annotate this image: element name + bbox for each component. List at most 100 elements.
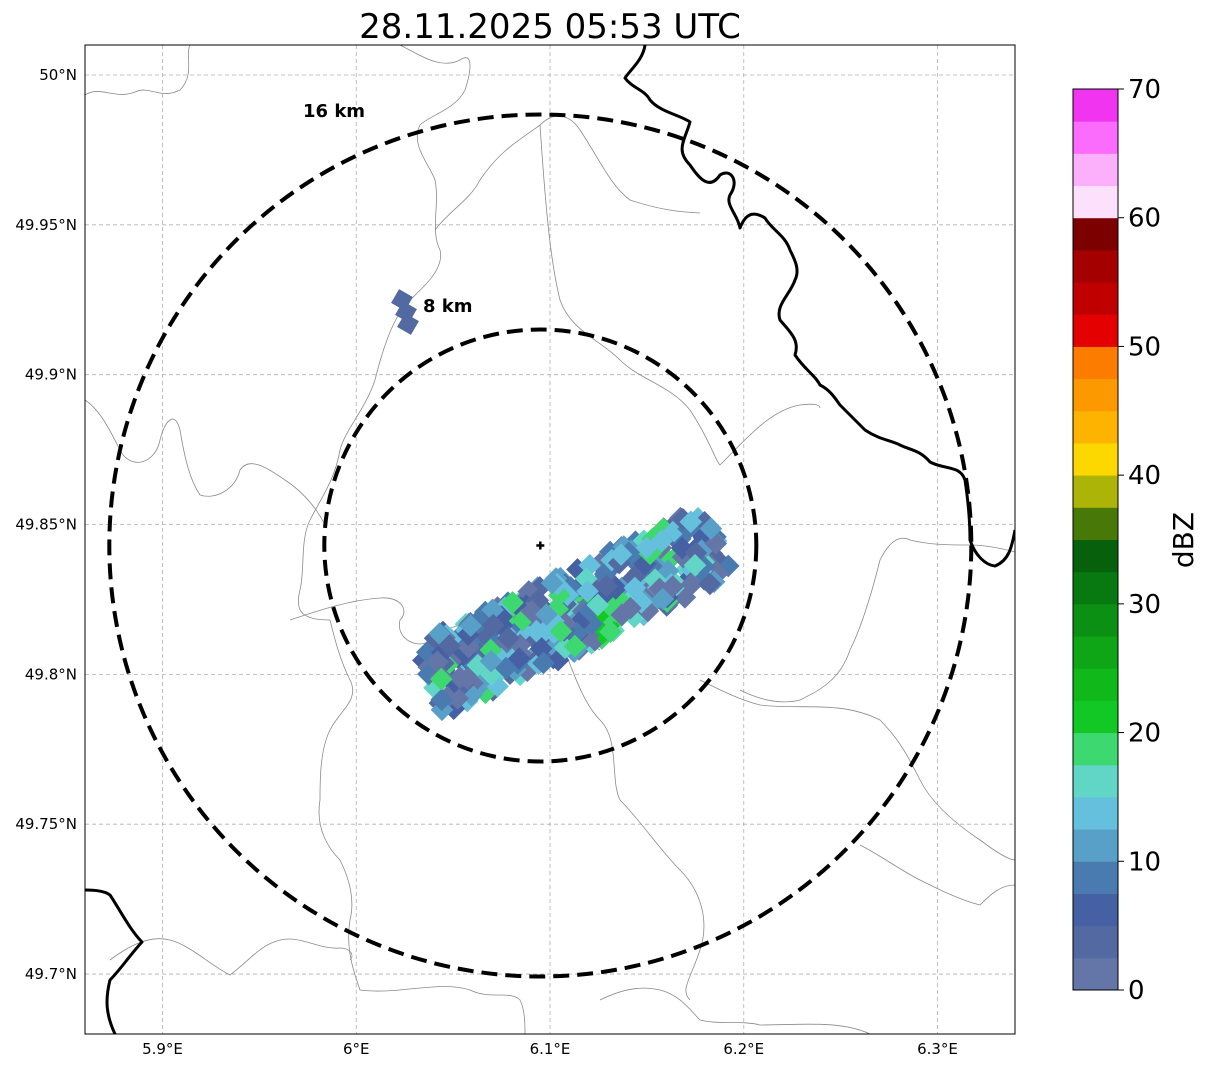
colorbar-swatch bbox=[1073, 700, 1118, 734]
colorbar-ticks: 0 10 20 30 40 50 60 70 bbox=[1118, 75, 1161, 1006]
chart-title: 28.11.2025 05:53 UTC bbox=[359, 7, 741, 47]
echo-cell bbox=[525, 619, 548, 643]
colorbar-swatch bbox=[1073, 603, 1118, 637]
echo-cell bbox=[623, 576, 647, 600]
echo-cell bbox=[679, 510, 703, 534]
border-line-east-low bbox=[739, 559, 881, 703]
national-border-east bbox=[623, 45, 1015, 568]
map-panel bbox=[85, 45, 1015, 1034]
colorbar-swatch bbox=[1073, 314, 1118, 347]
colorbar-swatch bbox=[1073, 829, 1118, 862]
echo-cell bbox=[684, 541, 708, 565]
lat-tick-label: 49.7°N bbox=[25, 965, 77, 983]
colorbar-tick-label: 10 bbox=[1128, 847, 1161, 877]
radar-site-marker bbox=[536, 541, 545, 550]
colorbar-swatch bbox=[1073, 475, 1118, 508]
lat-tick-label: 49.75°N bbox=[15, 815, 77, 833]
echo-cell bbox=[563, 634, 587, 658]
colorbar-swatch bbox=[1073, 764, 1118, 798]
border-line-mid-ridge bbox=[539, 124, 821, 466]
lon-tick-label: 6°E bbox=[343, 1040, 370, 1058]
echo-cell bbox=[683, 553, 707, 577]
latitude-ticks: 50°N 49.95°N 49.9°N 49.85°N 49.8°N 49.75°N 49.… bbox=[15, 66, 77, 983]
colorbar-tick-label: 40 bbox=[1128, 461, 1161, 491]
echo-cell bbox=[430, 688, 453, 712]
lon-tick-label: 6.2°E bbox=[723, 1040, 764, 1058]
border-line-south-belt bbox=[109, 938, 353, 976]
colorbar-swatch bbox=[1073, 378, 1118, 412]
ring-label-16km: 16 km bbox=[303, 101, 365, 122]
echo-cell bbox=[481, 598, 504, 622]
colorbar-swatch bbox=[1073, 668, 1118, 701]
echo-cell bbox=[481, 613, 505, 637]
lon-tick-label: 6.3°E bbox=[917, 1040, 958, 1058]
echo-cell bbox=[599, 620, 622, 644]
echo-cell bbox=[459, 614, 482, 638]
echo-cell bbox=[699, 517, 723, 540]
border-line-south-east bbox=[699, 679, 1015, 861]
border-line-central-north bbox=[297, 45, 471, 621]
radar-echoes bbox=[391, 289, 740, 722]
colorbar-swatch bbox=[1073, 153, 1118, 187]
graticule bbox=[85, 45, 1015, 1034]
echo-cell bbox=[507, 647, 531, 670]
lat-tick-label: 49.9°N bbox=[25, 366, 77, 384]
echo-cell bbox=[580, 612, 604, 636]
border-line-far-east bbox=[859, 844, 1015, 906]
border-line-south-west bbox=[318, 619, 526, 1034]
border-line-inner-south bbox=[559, 639, 705, 1001]
border-line-southeast-belt bbox=[599, 987, 871, 1034]
echo-cell bbox=[576, 579, 599, 603]
echo-cell bbox=[540, 571, 564, 595]
range-ring-8km bbox=[322, 327, 759, 764]
echo-cell bbox=[438, 634, 461, 657]
echo-cell bbox=[532, 651, 555, 675]
longitude-ticks: 5.9°E 6°E 6.1°E 6.2°E 6.3°E bbox=[142, 1040, 958, 1058]
colorbar-swatch bbox=[1073, 957, 1118, 991]
border-line-north bbox=[85, 45, 191, 96]
echo-cell bbox=[661, 575, 685, 598]
colorbar-tick-label: 20 bbox=[1128, 719, 1161, 749]
ring-label-8km: 8 km bbox=[423, 296, 473, 317]
admin-borders bbox=[85, 45, 1015, 1034]
colorbar-tick-label: 50 bbox=[1128, 332, 1161, 362]
lon-tick-label: 6.1°E bbox=[530, 1040, 571, 1058]
colorbar-tick-label: 70 bbox=[1128, 75, 1161, 105]
colorbar-frame bbox=[1072, 88, 1119, 991]
echo-cell bbox=[479, 649, 503, 673]
echo-cell bbox=[698, 572, 722, 596]
echo-cell bbox=[529, 637, 553, 660]
lat-tick-label: 49.8°N bbox=[25, 665, 77, 683]
colorbar-tick-label: 30 bbox=[1128, 590, 1161, 620]
colorbar-swatch bbox=[1073, 507, 1118, 540]
colorbar-swatch bbox=[1073, 249, 1118, 283]
echo-cell bbox=[397, 313, 419, 335]
echo-cell bbox=[610, 603, 634, 627]
national-border-southwest bbox=[85, 888, 144, 1034]
echo-cell bbox=[426, 650, 449, 674]
colorbar-swatch bbox=[1073, 539, 1118, 573]
border-line-east bbox=[879, 537, 1015, 561]
colorbar-swatch bbox=[1073, 89, 1118, 122]
echo-cell bbox=[501, 591, 524, 614]
colorbar-swatch bbox=[1073, 861, 1118, 894]
colorbar-swatch bbox=[1073, 282, 1118, 315]
colorbar-swatch bbox=[1073, 185, 1118, 219]
echo-cell bbox=[448, 666, 472, 690]
range-ring-16km bbox=[107, 112, 974, 979]
border-line-west bbox=[85, 399, 326, 526]
echo-cell bbox=[635, 536, 659, 559]
echo-cell bbox=[680, 572, 704, 596]
echo-cell bbox=[497, 626, 520, 650]
colorbar-swatch bbox=[1073, 796, 1118, 830]
lat-tick-label: 49.95°N bbox=[15, 216, 77, 234]
colorbar-label: dBZ bbox=[1167, 512, 1200, 568]
colorbar-swatch bbox=[1073, 346, 1118, 380]
echo-cell bbox=[586, 593, 610, 617]
lon-tick-label: 5.9°E bbox=[142, 1040, 183, 1058]
colorbar-tick-label: 60 bbox=[1128, 204, 1161, 234]
colorbar-swatch bbox=[1073, 893, 1118, 927]
colorbar-swatch bbox=[1073, 121, 1118, 154]
colorbar-swatch bbox=[1073, 217, 1118, 251]
